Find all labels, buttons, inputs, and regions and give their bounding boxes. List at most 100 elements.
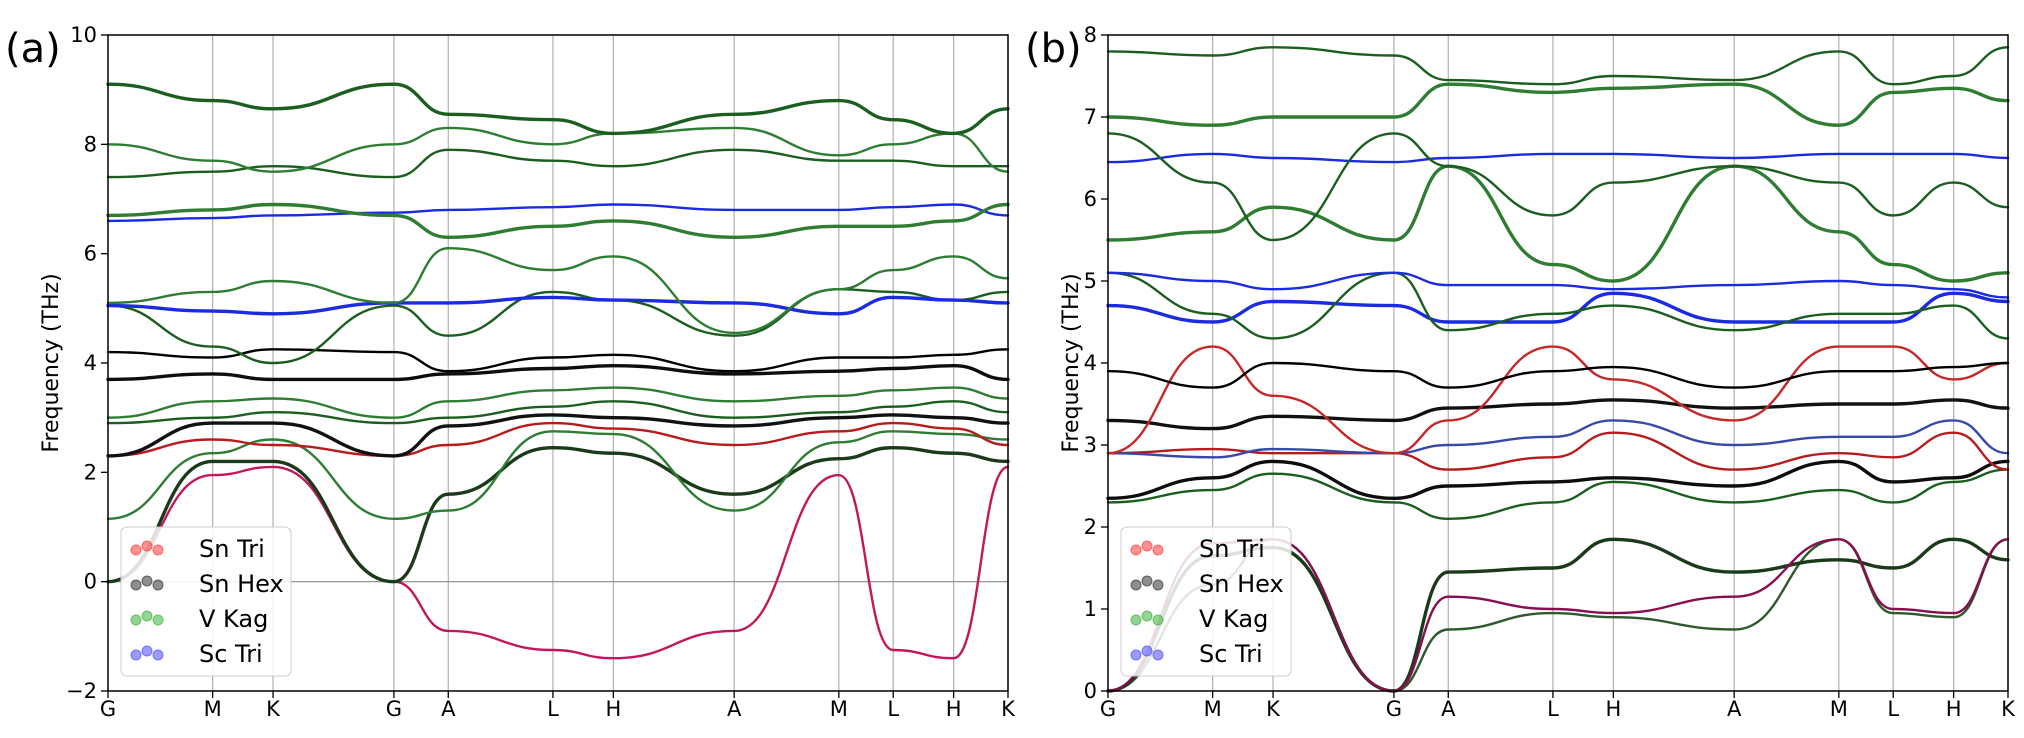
legend-marker: [130, 614, 142, 626]
panel-a-x-tick-label: G: [386, 697, 402, 721]
legend-marker: [152, 614, 164, 626]
legend-marker: [141, 645, 153, 657]
panel-b-legend: Sn Tri Sn Hex V Kag Sc Tri: [1120, 526, 1292, 677]
panel-a-band-11: [106, 247, 1010, 335]
panel-b-y-ticks: 0 1 2 3 4 5 6 7 8: [1084, 23, 1108, 703]
panel-a-band-7: [106, 364, 1010, 382]
legend-marker: [141, 540, 153, 552]
panel-b-y-axis-label: Frequency (THz): [1059, 273, 1084, 452]
panel-b-band-4: [1106, 459, 2010, 500]
panel-a-band-14: [106, 148, 1010, 179]
panel-a: (a) −2 0 2 4 6 8 10 G M K G A L H A M L H K Frequency (TH…: [5, 23, 1016, 721]
panel-b-y-tick-label: 2: [1084, 515, 1097, 539]
panel-b-y-tick-label: 7: [1084, 105, 1097, 129]
panel-a-band-2: [106, 430, 1010, 520]
panel-b-y-tick-label: 0: [1084, 679, 1097, 703]
panel-a-y-tick-label: 6: [84, 242, 97, 266]
legend-marker: [1152, 579, 1164, 591]
legend-marker: [1130, 649, 1142, 661]
panel-b-band-7: [1106, 398, 2010, 431]
legend-marker: [1141, 575, 1153, 587]
legend-marker: [1141, 610, 1153, 622]
panel-a-y-ticks: −2 0 2 4 6 8 10: [66, 23, 108, 703]
panel-a-legend-items: Sn Tri Sn Hex V Kag Sc Tri: [130, 535, 284, 668]
panel-b-band-17: [1106, 46, 2010, 86]
panel-a-band-15: [106, 126, 1010, 173]
panel-b-x-tick-label: M: [1830, 697, 1848, 721]
legend-marker: [1141, 645, 1153, 657]
panel-b-y-tick-label: 4: [1084, 351, 1097, 375]
panel-a-x-tick-label: H: [605, 697, 621, 721]
legend-label: Sc Tri: [199, 640, 263, 668]
panel-a-y-tick-label: −2: [66, 679, 97, 703]
panel-a-x-tick-label: G: [100, 697, 116, 721]
panel-a-legend: Sn Tri Sn Hex V Kag Sc Tri: [120, 526, 292, 677]
panel-b-y-tick-label: 1: [1084, 597, 1097, 621]
panel-b-x-tick-label: M: [1204, 697, 1222, 721]
panel-a-band-12: [106, 203, 1010, 223]
panel-b-band-16: [1106, 82, 2010, 127]
panel-b-x-tick-label: G: [1386, 697, 1402, 721]
panel-a-band-3: [106, 421, 1010, 458]
panel-b-x-tick-label: K: [2001, 697, 2016, 721]
panel-b-band-6: [1106, 419, 2010, 459]
legend-label: Sn Hex: [199, 570, 284, 598]
panel-a-y-axis-label: Frequency (THz): [39, 273, 64, 452]
panel-b-x-tick-label: G: [1100, 697, 1116, 721]
panel-b-grid: [1212, 35, 1955, 691]
panel-b-band-10: [1106, 291, 2010, 324]
panel-b-band-11: [1106, 271, 2010, 340]
panel-a-band-13: [106, 202, 1010, 239]
panel-a-band-5: [106, 400, 1010, 425]
panel-b-band-13: [1106, 164, 2010, 283]
panel-a-y-tick-label: 8: [84, 132, 97, 156]
panel-b-y-tick-label: 3: [1084, 433, 1097, 457]
panel-a-x-tick-label: L: [547, 697, 559, 721]
legend-marker: [152, 579, 164, 591]
panel-b-x-tick-label: L: [1547, 697, 1559, 721]
panel-a-x-tick-label: L: [887, 697, 899, 721]
panel-a-band-10: [106, 295, 1010, 316]
panel-a-band-16: [106, 82, 1010, 136]
legend-marker: [130, 544, 142, 556]
panel-a-y-tick-label: 4: [84, 351, 97, 375]
legend-label: Sn Tri: [1199, 535, 1265, 563]
legend-label: V Kag: [1199, 605, 1268, 633]
panel-a-x-tick-label: K: [1001, 697, 1016, 721]
panel-b-label: (b): [1025, 26, 1082, 72]
panel-b-band-12: [1106, 271, 2010, 299]
panel-a-bands: [106, 82, 1010, 660]
panel-a-band-8: [106, 348, 1010, 373]
legend-marker: [130, 579, 142, 591]
panel-b-band-9: [1106, 361, 2010, 389]
panel-a-band-1: [106, 446, 1010, 584]
legend-label: Sn Tri: [199, 535, 265, 563]
legend-marker: [152, 544, 164, 556]
legend-marker: [141, 610, 153, 622]
panel-b: (b) 0 1 2 3 4 5 6 7 8 G M K G A L H A M L H K Frequency (TH…: [1025, 23, 2016, 721]
panel-a-band-9: [106, 288, 1010, 365]
panel-b-band-14: [1106, 152, 2010, 164]
panel-a-label: (a): [5, 26, 61, 72]
panel-a-legend-box: [120, 526, 292, 677]
legend-marker: [1141, 540, 1153, 552]
panel-a-x-tick-label: M: [204, 697, 222, 721]
panel-b-y-tick-label: 5: [1084, 269, 1097, 293]
legend-marker: [152, 649, 164, 661]
panel-a-y-tick-label: 0: [84, 570, 97, 594]
legend-label: V Kag: [199, 605, 268, 633]
panel-b-x-tick-label: K: [1266, 697, 1281, 721]
panel-b-x-tick-label: H: [1946, 697, 1962, 721]
legend-marker: [1152, 649, 1164, 661]
legend-marker: [1130, 579, 1142, 591]
panel-b-band-3: [1106, 468, 2010, 520]
legend-marker: [1130, 614, 1142, 626]
legend-marker: [130, 649, 142, 661]
panel-b-legend-items: Sn Tri Sn Hex V Kag Sc Tri: [1130, 535, 1284, 668]
panel-b-band-8: [1106, 345, 2010, 455]
legend-marker: [1130, 544, 1142, 556]
panel-b-y-tick-label: 8: [1084, 23, 1097, 47]
